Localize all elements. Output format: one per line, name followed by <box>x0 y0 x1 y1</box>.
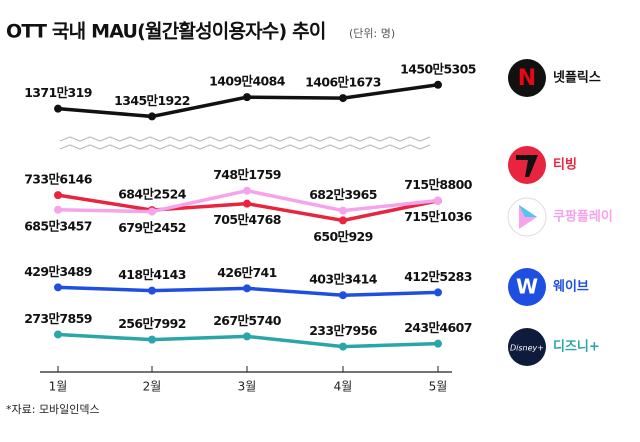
x-tick-label: 3월 <box>238 380 257 394</box>
data-point <box>339 291 347 300</box>
data-label: 273만7859 <box>24 311 92 326</box>
data-label: 682만3965 <box>309 187 377 202</box>
legend-label: 티빙 <box>553 157 577 173</box>
data-point <box>54 191 62 200</box>
data-point <box>339 216 347 225</box>
data-label: 256만7992 <box>118 316 186 331</box>
data-label: 418만4143 <box>118 267 186 282</box>
data-label: 715만8800 <box>404 177 472 192</box>
data-point <box>243 284 251 293</box>
data-point <box>243 332 251 341</box>
data-label: 429만3489 <box>24 264 92 279</box>
data-label: 1406만1673 <box>305 75 381 90</box>
data-label: 243만4607 <box>404 320 472 335</box>
data-point <box>339 94 347 103</box>
legend-icons: N W Disney+ <box>507 59 547 366</box>
data-label: 748만1759 <box>213 167 281 182</box>
data-point <box>54 330 62 339</box>
data-label: 412만5283 <box>404 269 472 284</box>
chart-subtitle: (단위: 명) <box>349 27 395 40</box>
svg-text:N: N <box>518 66 536 91</box>
x-tick-label: 2월 <box>143 380 162 394</box>
data-point <box>54 205 62 214</box>
data-label: 1450만5305 <box>400 61 476 76</box>
legend-label: 넷플릭스 <box>553 71 601 86</box>
data-point <box>434 80 442 89</box>
data-label: 403만3414 <box>309 272 377 287</box>
data-label: 705만4768 <box>213 212 281 227</box>
x-tick-label: 4월 <box>334 380 353 394</box>
data-point <box>148 207 156 216</box>
data-point <box>243 199 251 208</box>
axis-break <box>59 144 431 150</box>
data-label: 1371만319 <box>24 85 92 100</box>
svg-text:W: W <box>516 275 538 299</box>
data-label: 685만3457 <box>24 218 92 233</box>
data-point <box>148 286 156 295</box>
data-point <box>243 186 251 195</box>
data-point <box>148 112 156 121</box>
data-point <box>434 196 442 205</box>
data-point <box>339 206 347 215</box>
data-point <box>434 288 442 297</box>
x-tick-label: 1월 <box>49 380 68 394</box>
data-label: 684만2524 <box>118 187 186 202</box>
data-label: 679만2452 <box>118 220 186 235</box>
data-label: 1409만4084 <box>209 74 286 89</box>
data-label: 715만1036 <box>404 209 472 224</box>
legend-label: 쿠팡플레이 <box>553 209 613 225</box>
chart-title: OTT 국내 MAU(월간활성이용자수) 추이 <box>6 21 326 43</box>
data-label: 426만741 <box>217 265 277 280</box>
data-label: 267만5740 <box>213 313 281 328</box>
data-point <box>339 342 347 351</box>
legend-label: 디즈니+ <box>553 339 600 355</box>
data-label: 733만6146 <box>24 172 92 187</box>
data-point <box>54 283 62 292</box>
data-label: 650만929 <box>313 229 373 244</box>
data-point <box>54 104 62 113</box>
data-point <box>434 339 442 348</box>
data-point <box>243 93 251 102</box>
axis-break <box>59 136 431 142</box>
svg-text:Disney+: Disney+ <box>510 344 544 353</box>
data-label: 233만7956 <box>309 323 377 338</box>
source-note: *자료: 모바일인덱스 <box>6 402 100 416</box>
data-label: 1345만1922 <box>114 93 190 108</box>
data-point <box>148 335 156 344</box>
legend-label: 웨이브 <box>553 279 589 295</box>
x-tick-label: 5월 <box>429 380 448 394</box>
